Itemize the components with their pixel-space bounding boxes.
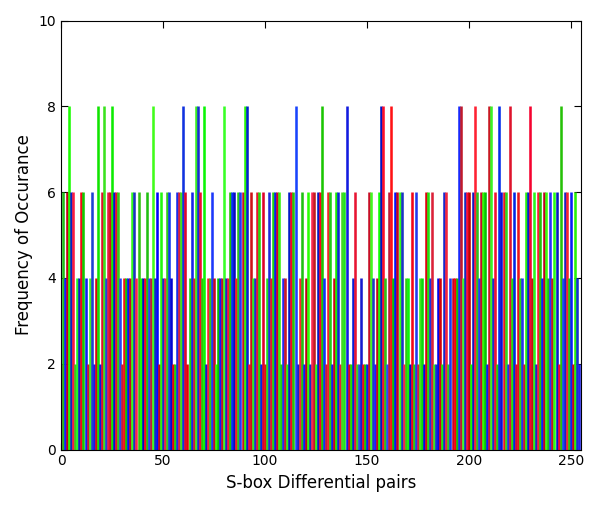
Y-axis label: Frequency of Occurance: Frequency of Occurance: [15, 134, 33, 336]
X-axis label: S-box Differential pairs: S-box Differential pairs: [226, 474, 416, 492]
